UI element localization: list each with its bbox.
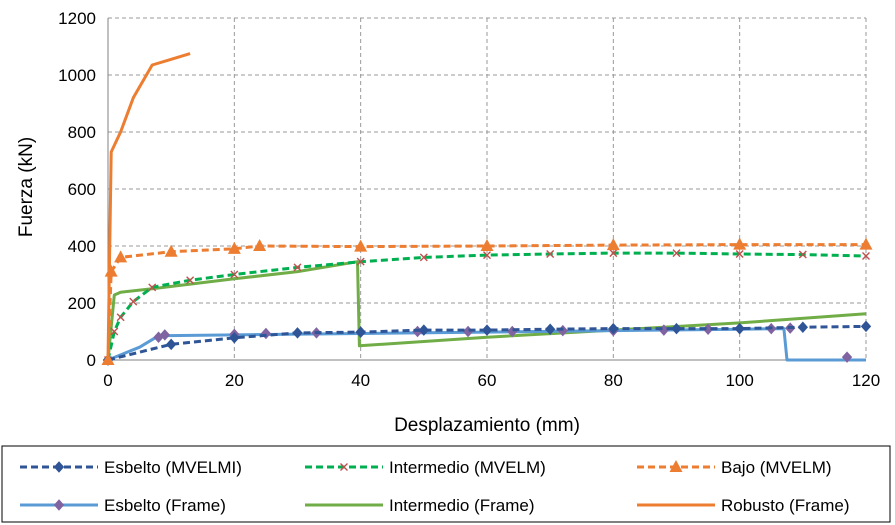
data-point	[672, 249, 681, 258]
data-point	[419, 253, 428, 262]
data-point	[229, 332, 240, 344]
data-point	[798, 250, 807, 259]
data-point	[609, 249, 618, 258]
legend: Esbelto (MVELMI) Intermedio (MVELM) Bajo (…	[1, 445, 891, 523]
x-tick-label: 100	[725, 371, 753, 390]
data-point	[671, 322, 682, 335]
gridlines	[108, 17, 867, 360]
data-point	[733, 237, 747, 250]
legend-marker	[53, 499, 65, 511]
legend-marker	[669, 460, 683, 472]
series-line-5	[106, 52, 191, 361]
data-point	[841, 351, 853, 363]
y-tick-label: 0	[87, 351, 96, 370]
data-point	[355, 326, 366, 338]
data-point	[734, 322, 745, 335]
data-point	[544, 323, 556, 335]
legend-label: Intermedio (Frame)	[389, 496, 534, 515]
legend-label: Robusto (Frame)	[721, 496, 849, 515]
data-point	[148, 283, 157, 292]
data-point	[862, 251, 870, 260]
y-tick-label: 400	[68, 237, 96, 256]
y-axis-title: Fuerza (kN)	[16, 137, 37, 237]
data-point	[860, 320, 872, 333]
data-point	[116, 313, 125, 322]
series-1	[104, 249, 870, 364]
data-point	[230, 270, 239, 279]
data-point	[418, 324, 430, 336]
data-point	[110, 327, 119, 336]
series-2	[101, 237, 873, 365]
legend-label: Intermedio (MVELM)	[389, 458, 546, 477]
x-tick-label: 0	[103, 371, 112, 390]
x-tick-label: 120	[852, 371, 880, 390]
y-tick-label: 800	[68, 123, 96, 142]
series-layer	[101, 52, 873, 366]
x-tick-label: 60	[478, 371, 497, 390]
data-point	[735, 249, 744, 258]
y-tick-label: 1200	[58, 9, 96, 28]
x-tick-label: 40	[351, 371, 370, 390]
legend-marker	[53, 461, 65, 473]
data-point	[186, 276, 195, 285]
data-point	[227, 241, 241, 254]
data-point	[159, 329, 171, 341]
data-point	[608, 322, 619, 335]
data-point	[164, 244, 178, 257]
data-point	[483, 251, 491, 260]
legend-label: Bajo (MVELM)	[721, 458, 832, 477]
data-point	[859, 237, 873, 250]
y-tick-label: 600	[68, 180, 96, 199]
data-point	[253, 239, 267, 251]
data-point	[481, 324, 493, 336]
legend-label: Esbelto (MVELMI)	[104, 458, 242, 477]
x-axis-title: Desplazamiento (mm)	[394, 415, 580, 436]
data-point	[480, 239, 494, 251]
legend-marker	[340, 463, 348, 471]
legend-item-0: Esbelto (MVELMI)	[20, 458, 242, 477]
legend-item-1: Intermedio (MVELM)	[305, 458, 546, 477]
data-point	[354, 239, 368, 252]
data-point	[129, 297, 138, 306]
y-tick-label: 200	[68, 294, 96, 313]
data-point	[797, 321, 809, 333]
x-tick-label: 20	[225, 371, 244, 390]
legend-item-4: Intermedio (Frame)	[305, 496, 534, 515]
series-5	[106, 52, 191, 361]
legend-label: Esbelto (Frame)	[104, 496, 226, 515]
data-point	[606, 238, 620, 251]
data-point	[101, 353, 115, 365]
data-point	[356, 257, 365, 266]
legend-box	[1, 445, 891, 523]
y-tick-label: 1000	[58, 66, 96, 85]
data-point	[165, 338, 177, 351]
data-point	[546, 249, 555, 258]
legend-item-5: Robusto (Frame)	[637, 496, 849, 515]
data-point	[114, 250, 128, 263]
legend-item-2: Bajo (MVELM)	[637, 458, 832, 477]
data-point	[293, 263, 302, 272]
data-point	[292, 327, 303, 339]
data-point	[104, 264, 118, 277]
x-tick-label: 80	[604, 371, 623, 390]
legend-item-3: Esbelto (Frame)	[20, 496, 226, 515]
